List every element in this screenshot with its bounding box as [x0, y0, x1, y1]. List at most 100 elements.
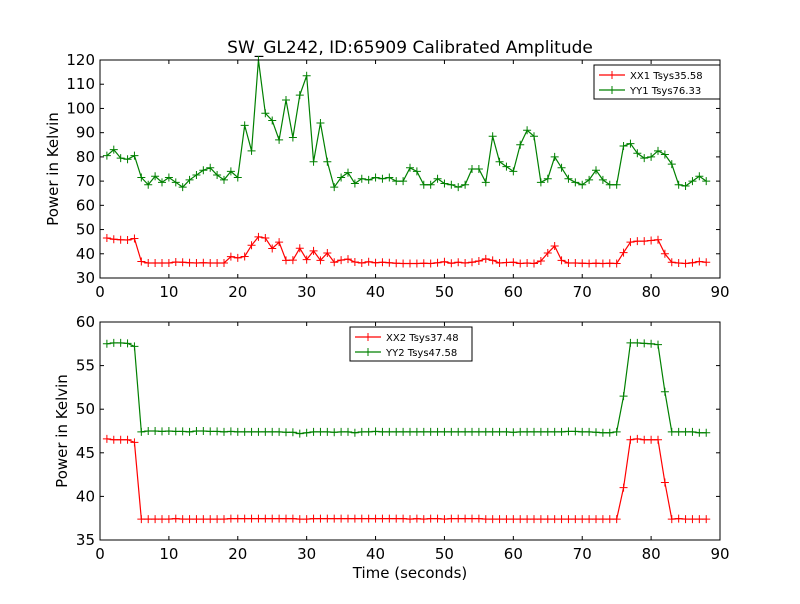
data-point	[454, 258, 463, 267]
data-point	[688, 427, 697, 436]
data-point	[688, 177, 697, 186]
data-point	[240, 252, 249, 261]
data-point	[116, 235, 125, 244]
y-tick-label: 40	[76, 245, 95, 263]
data-point	[275, 135, 284, 144]
data-point	[419, 515, 428, 524]
x-tick-label: 30	[297, 545, 316, 563]
data-point	[233, 514, 242, 523]
data-point	[461, 180, 470, 189]
data-point	[295, 244, 304, 253]
data-point	[454, 427, 463, 436]
data-point	[433, 258, 442, 267]
data-point	[288, 428, 297, 437]
data-point	[144, 515, 153, 524]
data-point	[192, 171, 201, 180]
data-point	[426, 427, 435, 436]
x-tick-label: 0	[95, 545, 105, 563]
data-point	[350, 179, 359, 188]
y-tick-label: 45	[76, 444, 95, 462]
data-point	[282, 95, 290, 104]
data-point	[426, 259, 435, 268]
data-point	[268, 427, 277, 436]
y-tick-label: 50	[76, 400, 95, 418]
data-point	[261, 234, 270, 243]
x-tick-label: 80	[642, 283, 661, 301]
data-point	[206, 427, 215, 436]
data-point	[282, 428, 290, 437]
data-point	[433, 427, 442, 436]
data-point	[626, 139, 635, 148]
data-point	[364, 257, 373, 266]
data-point	[130, 151, 139, 160]
data-point	[674, 427, 683, 436]
data-point	[109, 338, 118, 347]
x-tick-label: 50	[435, 283, 454, 301]
data-point	[385, 514, 394, 523]
data-point	[323, 514, 332, 523]
data-point	[282, 256, 290, 265]
data-point	[199, 166, 208, 175]
data-point	[288, 256, 297, 265]
data-point	[226, 427, 235, 436]
data-point	[647, 236, 656, 245]
x-tick-label: 20	[228, 545, 247, 563]
data-point	[619, 248, 628, 257]
data-point	[550, 152, 559, 161]
data-point	[654, 235, 662, 244]
data-point	[309, 427, 318, 436]
data-point	[571, 178, 580, 187]
data-point	[578, 427, 587, 436]
data-point	[426, 180, 435, 189]
data-point	[633, 338, 642, 347]
data-point	[151, 515, 160, 524]
data-point	[151, 258, 160, 267]
data-point	[137, 427, 146, 436]
series-line	[106, 59, 707, 189]
data-point	[578, 180, 587, 189]
data-point	[502, 427, 511, 436]
data-point	[674, 514, 683, 523]
data-point	[447, 259, 456, 268]
data-point	[247, 146, 256, 155]
data-point	[702, 428, 711, 437]
data-point	[516, 259, 525, 268]
data-point	[220, 175, 228, 184]
data-point	[206, 163, 215, 172]
data-point	[543, 427, 552, 436]
x-tick-label: 20	[228, 283, 247, 301]
data-point	[640, 435, 649, 444]
legend-label: XX2 Tsys37.48	[386, 333, 459, 344]
data-point	[288, 133, 297, 142]
data-point	[171, 514, 180, 523]
x-tick-label: 80	[642, 545, 661, 563]
data-point	[337, 514, 346, 523]
data-point	[468, 427, 476, 436]
data-point	[268, 244, 277, 253]
data-point	[185, 515, 194, 524]
data-point	[474, 427, 483, 436]
data-point	[226, 514, 235, 523]
data-point	[612, 515, 621, 524]
data-point	[440, 427, 449, 436]
data-point	[592, 428, 600, 437]
data-point	[667, 427, 676, 436]
data-point	[654, 435, 662, 444]
plot-frame	[99, 321, 721, 541]
data-point	[316, 256, 325, 265]
legend: XX1 Tsys35.58 YY1 Tsys76.33	[593, 64, 721, 100]
data-point	[378, 258, 387, 267]
data-point	[688, 258, 697, 267]
data-point	[213, 258, 222, 267]
x-tick-label: 90	[710, 283, 729, 301]
data-point	[137, 173, 146, 182]
data-point	[261, 514, 270, 523]
data-point	[461, 514, 470, 523]
data-point	[123, 155, 132, 164]
y-tick-label: 40	[76, 487, 95, 505]
data-point	[109, 235, 118, 244]
data-point	[667, 258, 676, 267]
data-point	[226, 167, 235, 176]
data-point	[151, 172, 160, 181]
y-tick-label: 80	[76, 148, 95, 166]
